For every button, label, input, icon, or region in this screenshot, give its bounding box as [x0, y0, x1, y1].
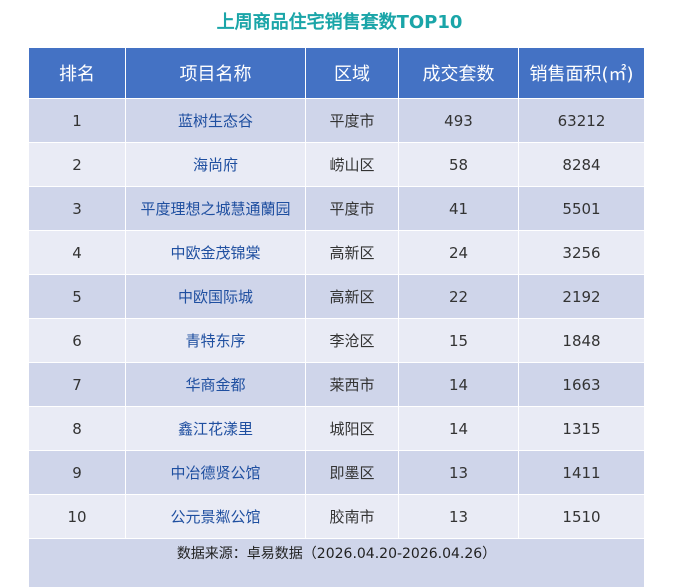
table-row: 4 中欧金茂锦棠 高新区 24 3256	[28, 230, 645, 275]
project-name: 中欧国际城	[125, 274, 306, 319]
table-cell: 莱西市	[305, 362, 399, 407]
project-name: 公元景粼公馆	[125, 494, 306, 539]
table-cell: 1663	[518, 362, 645, 407]
table-cell: 1848	[518, 318, 645, 363]
column-header: 排名	[28, 47, 126, 99]
table-cell: 10	[28, 494, 126, 539]
column-header: 成交套数	[398, 47, 519, 99]
project-name: 中欧金茂锦棠	[125, 230, 306, 275]
table-cell: 9	[28, 450, 126, 495]
table-row: 3 平度理想之城慧通蘭园 平度市 41 5501	[28, 186, 645, 231]
project-name: 鑫江花漾里	[125, 406, 306, 451]
project-name: 平度理想之城慧通蘭园	[125, 186, 306, 231]
table-cell: 3	[28, 186, 126, 231]
table-body: 1 蓝树生态谷 平度市 493 63212 2 海尚府 崂山区 58 8284 3 平度理想之城慧通蘭…	[28, 98, 645, 588]
footer-row: 数据来源：卓易数据（2026.04.20-2026.04.26）	[28, 538, 645, 588]
table-cell: 高新区	[305, 230, 399, 275]
title: 上周商品住宅销售套数TOP10	[216, 12, 463, 33]
table-row: 7 华商金都 莱西市 14 1663	[28, 362, 645, 407]
table-cell: 3256	[518, 230, 645, 275]
project-name: 中冶德贤公馆	[125, 450, 306, 495]
table-cell: 1510	[518, 494, 645, 539]
table-cell: 平度市	[305, 186, 399, 231]
table-cell: 58	[398, 142, 519, 187]
footer-note: 数据来源：卓易数据（2026.04.20-2026.04.26）	[28, 538, 645, 588]
table-cell: 22	[398, 274, 519, 319]
header-row: 排名 项目名称 区域 成交套数 销售面积(㎡)	[28, 47, 645, 99]
table-cell: 即墨区	[305, 450, 399, 495]
table-cell: 4	[28, 230, 126, 275]
table-row: 2 海尚府 崂山区 58 8284	[28, 142, 645, 187]
table-cell: 14	[398, 406, 519, 451]
table-row: 5 中欧国际城 高新区 22 2192	[28, 274, 645, 319]
table-cell: 崂山区	[305, 142, 399, 187]
table-cell: 8284	[518, 142, 645, 187]
table-cell: 胶南市	[305, 494, 399, 539]
column-header: 项目名称	[125, 47, 306, 99]
table-row: 1 蓝树生态谷 平度市 493 63212	[28, 98, 645, 143]
project-name: 海尚府	[125, 142, 306, 187]
table-cell: 14	[398, 362, 519, 407]
table-row: 9 中冶德贤公馆 即墨区 13 1411	[28, 450, 645, 495]
table-cell: 1411	[518, 450, 645, 495]
table-row: 6 青特东序 李沧区 15 1848	[28, 318, 645, 363]
table-cell: 13	[398, 494, 519, 539]
table-cell: 63212	[518, 98, 645, 143]
table-cell: 5	[28, 274, 126, 319]
table-cell: 李沧区	[305, 318, 399, 363]
project-name: 华商金都	[125, 362, 306, 407]
table-cell: 41	[398, 186, 519, 231]
table-cell: 15	[398, 318, 519, 363]
table-cell: 1	[28, 98, 126, 143]
table-cell: 13	[398, 450, 519, 495]
table-cell: 8	[28, 406, 126, 451]
table-cell: 高新区	[305, 274, 399, 319]
table-cell: 1315	[518, 406, 645, 451]
project-name: 蓝树生态谷	[125, 98, 306, 143]
table-row: 8 鑫江花漾里 城阳区 14 1315	[28, 406, 645, 451]
table-cell: 7	[28, 362, 126, 407]
table-cell: 平度市	[305, 98, 399, 143]
table-cell: 24	[398, 230, 519, 275]
sales-table: 排名 项目名称 区域 成交套数 销售面积(㎡) 1 蓝树生态谷 平度市 493 63212 2 海尚…	[28, 47, 645, 588]
table-cell: 2	[28, 142, 126, 187]
column-header: 区域	[305, 47, 399, 99]
table-cell: 6	[28, 318, 126, 363]
table-row: 10 公元景粼公馆 胶南市 13 1510	[28, 494, 645, 539]
table-cell: 2192	[518, 274, 645, 319]
column-header: 销售面积(㎡)	[518, 47, 645, 99]
table-cell: 493	[398, 98, 519, 143]
table-cell: 城阳区	[305, 406, 399, 451]
table-cell: 5501	[518, 186, 645, 231]
project-name: 青特东序	[125, 318, 306, 363]
